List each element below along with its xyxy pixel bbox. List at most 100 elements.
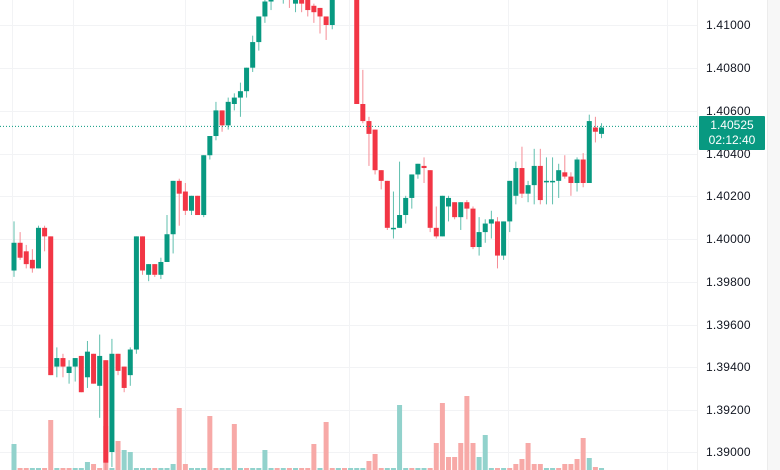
candle-up[interactable] bbox=[525, 185, 531, 194]
candle-down[interactable] bbox=[421, 165, 427, 169]
candle-down[interactable] bbox=[470, 208, 476, 248]
candle-down[interactable] bbox=[562, 172, 568, 177]
candle-up[interactable] bbox=[231, 97, 237, 104]
candle-up[interactable] bbox=[458, 202, 464, 218]
candle-up[interactable] bbox=[439, 195, 445, 237]
volume-bar bbox=[464, 396, 470, 470]
candle-up[interactable] bbox=[599, 127, 605, 134]
candle-down[interactable] bbox=[568, 176, 574, 183]
candle-down[interactable] bbox=[91, 353, 97, 384]
candle-down[interactable] bbox=[23, 251, 29, 265]
volume-bar bbox=[599, 468, 605, 470]
candle-down[interactable] bbox=[299, 0, 305, 4]
candle-up[interactable] bbox=[550, 180, 556, 183]
candle-up[interactable] bbox=[97, 355, 103, 386]
candle-down[interactable] bbox=[60, 358, 66, 367]
candle-up[interactable] bbox=[127, 349, 133, 376]
candle-up[interactable] bbox=[586, 121, 592, 183]
candle-up[interactable] bbox=[188, 195, 194, 211]
candle-up[interactable] bbox=[250, 42, 256, 68]
candle-down[interactable] bbox=[17, 242, 23, 258]
candle-up[interactable] bbox=[237, 91, 243, 98]
candle-down[interactable] bbox=[427, 170, 433, 228]
candle-down[interactable] bbox=[323, 16, 329, 25]
candle-up[interactable] bbox=[531, 165, 537, 186]
candle-up[interactable] bbox=[293, 0, 299, 4]
candle-up[interactable] bbox=[256, 16, 262, 43]
candle-up[interactable] bbox=[72, 358, 78, 367]
candle-up[interactable] bbox=[201, 155, 207, 216]
candle-down[interactable] bbox=[219, 110, 225, 126]
candle-up[interactable] bbox=[556, 170, 562, 181]
candle-up[interactable] bbox=[446, 197, 452, 207]
candle-down[interactable] bbox=[494, 221, 500, 256]
price-axis[interactable]: 1.41000 1.40800 1.40600 1.40400 1.40200 … bbox=[697, 0, 768, 470]
candle-up[interactable] bbox=[482, 223, 488, 233]
candle-up[interactable] bbox=[329, 0, 335, 25]
candle-down[interactable] bbox=[378, 170, 384, 181]
candle-down[interactable] bbox=[182, 191, 188, 211]
candle-up[interactable] bbox=[488, 219, 494, 224]
candle-down[interactable] bbox=[452, 202, 458, 218]
candle-up[interactable] bbox=[35, 227, 41, 269]
candle-down[interactable] bbox=[354, 0, 360, 104]
candle-down[interactable] bbox=[360, 103, 366, 122]
candle-up[interactable] bbox=[476, 232, 482, 248]
candle-down[interactable] bbox=[372, 129, 378, 171]
candle-up[interactable] bbox=[146, 264, 152, 275]
candle-up[interactable] bbox=[164, 234, 170, 262]
volume-bar bbox=[201, 468, 207, 470]
candle-down[interactable] bbox=[311, 5, 317, 13]
candle-up[interactable] bbox=[415, 163, 421, 175]
candle-down[interactable] bbox=[121, 366, 127, 388]
candle-down[interactable] bbox=[464, 202, 470, 209]
candle-up[interactable] bbox=[133, 236, 139, 350]
candle-up[interactable] bbox=[543, 180, 549, 183]
candle-down[interactable] bbox=[48, 236, 54, 376]
candle-up[interactable] bbox=[268, 0, 274, 2]
candle-up[interactable] bbox=[54, 358, 60, 367]
candle-down[interactable] bbox=[592, 127, 598, 132]
candle-up[interactable] bbox=[513, 168, 519, 196]
volume-bar bbox=[482, 435, 488, 470]
candlestick-chart-pane[interactable] bbox=[0, 0, 697, 470]
candle-up[interactable] bbox=[409, 174, 415, 198]
candle-down[interactable] bbox=[152, 264, 158, 275]
candle-up[interactable] bbox=[213, 110, 219, 137]
candle-down[interactable] bbox=[103, 360, 109, 463]
candle-up[interactable] bbox=[84, 351, 90, 378]
candle-down[interactable] bbox=[317, 7, 323, 17]
candle-up[interactable] bbox=[207, 136, 213, 156]
candle-down[interactable] bbox=[140, 236, 146, 271]
volume-bar bbox=[574, 459, 580, 470]
candle-up[interactable] bbox=[109, 353, 115, 452]
candle-up[interactable] bbox=[66, 366, 72, 374]
candle-up[interactable] bbox=[244, 67, 250, 92]
candle-up[interactable] bbox=[225, 101, 231, 126]
candle-down[interactable] bbox=[580, 159, 586, 183]
volume-bar bbox=[91, 464, 97, 470]
candle-down[interactable] bbox=[42, 227, 48, 237]
candle-up[interactable] bbox=[170, 180, 176, 235]
candle-down[interactable] bbox=[195, 195, 201, 216]
candle-down[interactable] bbox=[384, 180, 390, 228]
candle-down[interactable] bbox=[29, 259, 35, 269]
candle-up[interactable] bbox=[390, 227, 396, 230]
candle-up[interactable] bbox=[397, 215, 403, 228]
candle-down[interactable] bbox=[366, 121, 372, 134]
candle-down[interactable] bbox=[433, 227, 439, 237]
candle-up[interactable] bbox=[507, 180, 513, 222]
candle-down[interactable] bbox=[176, 180, 182, 194]
candle-down[interactable] bbox=[537, 165, 543, 201]
candle-up[interactable] bbox=[403, 197, 409, 216]
chart-canvas[interactable] bbox=[0, 0, 697, 470]
candle-down[interactable] bbox=[115, 353, 121, 371]
candle-down[interactable] bbox=[305, 0, 311, 11]
candle-up[interactable] bbox=[262, 1, 268, 17]
candle-up[interactable] bbox=[501, 221, 507, 256]
candle-up[interactable] bbox=[11, 242, 17, 271]
candle-down[interactable] bbox=[519, 168, 525, 194]
candle-up[interactable] bbox=[158, 261, 164, 275]
candle-down[interactable] bbox=[78, 355, 84, 393]
candle-up[interactable] bbox=[574, 159, 580, 183]
